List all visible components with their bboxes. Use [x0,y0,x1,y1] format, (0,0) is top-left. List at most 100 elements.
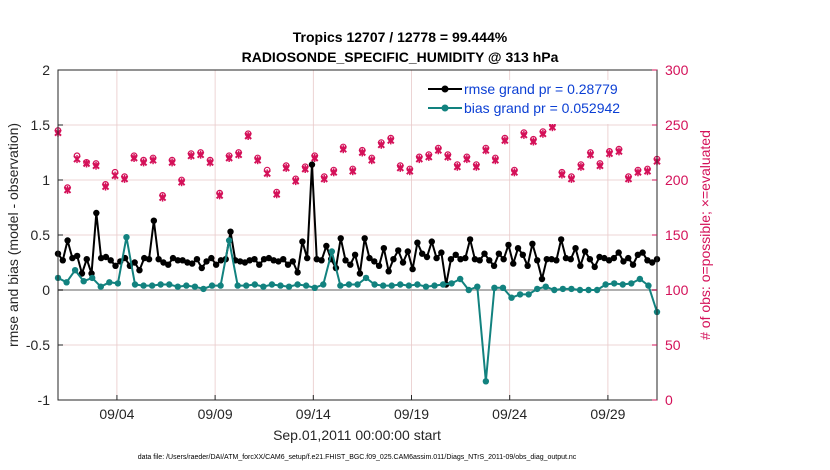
bias-point [354,281,361,288]
bias-point [491,284,498,291]
obs-evaluated-point [539,129,547,138]
rmse-point [577,262,584,269]
footer-data-file: data file: /Users/raeder/DAI/ATM_forcXX/… [138,454,577,461]
rmse-point [313,256,320,263]
bias-point [320,281,327,288]
bias-point [157,281,164,288]
obs-evaluated-point [501,136,509,145]
bias-point [200,285,207,293]
obs-evaluated-point [425,152,433,161]
rmse-point [452,251,459,258]
rmse-point [510,260,517,267]
rmse-point [500,256,507,263]
bias-point [534,285,541,293]
obs-evaluated-point [368,156,376,165]
rmse-point [107,257,114,264]
rmse-point [241,259,249,266]
obs-evaluated-point [567,174,576,183]
obs-evaluated-point [634,168,642,177]
bias-point [568,285,575,293]
obs-evaluated-point [415,155,424,164]
bias-point [63,279,70,286]
rmse-point [303,254,311,262]
obs-evaluated-point [168,158,176,167]
rmse-point [438,249,445,256]
axis-ticks: 09/04 09/09 09/14 09/19 09/24 09/29 -1 -0.5 0 0.5… [26,62,689,422]
obs-evaluated-point [482,146,490,155]
obs-evaluated-point [387,136,395,145]
obs-evaluated-point [339,145,347,154]
x-tick-label: 09/29 [590,406,625,422]
rmse-point [217,257,225,264]
rmse-point [102,253,110,261]
rmse-point [256,261,263,268]
obs-evaluated-point [206,158,214,167]
chart-title-line1: Tropics 12707 / 12778 = 99.444% [293,29,508,45]
rmse-point [548,256,555,263]
bias-point [114,280,122,287]
bias-point [285,283,293,290]
bias-point [628,280,635,287]
rmse-point [538,275,546,283]
obs-evaluated-point [149,156,157,165]
bias-point [362,274,370,282]
rmse-point [567,256,574,263]
bias-point [251,281,259,288]
rmse-point [73,252,81,260]
rmse-point [596,253,603,261]
bias-point [80,278,87,285]
obs-evaluated-point [377,140,385,149]
rmse-point [649,259,656,266]
obs-evaluated-point [510,168,519,177]
bias-point [422,283,430,290]
rmse-point [97,254,105,262]
obs-evaluated-point [434,146,443,155]
bias-point [225,237,233,244]
y-axis-label-left: rmse and bias (model - observation) [5,123,21,347]
obs-evaluated-point [244,132,252,140]
rmse-point [543,256,550,263]
y-axis-label-right: # of obs: o=possible; ×=evaluated [697,130,713,340]
rmse-point [534,257,541,264]
obs-evaluated-point [291,177,300,186]
rmse-point [136,267,143,274]
obs-evaluated-point [311,154,319,162]
y-tick-label-left: 1 [42,172,50,188]
bias-point [611,280,618,287]
obs-evaluated-point [643,167,652,176]
x-tick-label: 09/24 [492,406,527,422]
rmse-point [395,247,402,254]
rmse-point [366,254,373,262]
rmse-point [414,239,421,246]
y-tick-label-left: -0.5 [26,337,50,353]
rmse-point [529,240,536,247]
rmse-point [605,257,613,264]
bias-point [414,281,421,288]
bias-point [311,284,318,291]
rmse-point [375,262,383,269]
bias-point [397,281,404,288]
obs-evaluated-point [215,191,224,200]
rmse-point [562,254,570,262]
bias-point [431,282,438,289]
rmse-point [447,256,455,263]
rmse-point [188,260,196,267]
bias-point [576,286,584,294]
obs-evaluated-point [253,156,262,165]
rmse-point [289,258,297,265]
rmse-point [59,257,66,264]
rmse-point [390,256,397,263]
rmse-point [519,251,527,258]
bias-point [260,283,267,290]
obs-evaluated-point [577,162,585,171]
obs-evaluated-point [472,162,481,171]
bias-point [542,283,549,290]
rmse-point [174,257,181,264]
rmse-point [586,256,594,263]
rmse-point [246,257,253,264]
rmse-point [275,258,282,265]
rmse-point [639,249,646,256]
bias-point [585,286,592,294]
obs-evaluated-point [101,182,110,191]
